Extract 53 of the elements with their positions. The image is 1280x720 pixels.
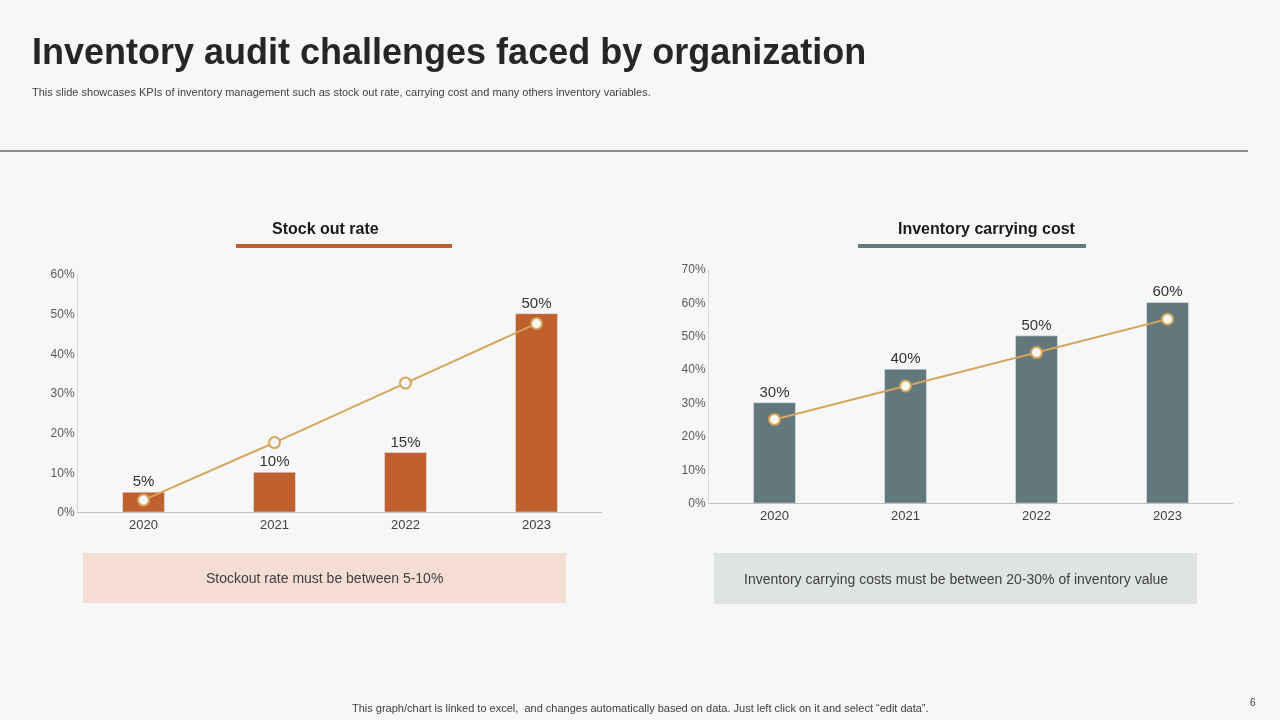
point <box>899 379 912 393</box>
point <box>268 436 281 450</box>
text: 6 <box>1250 697 1256 708</box>
point <box>399 376 412 390</box>
x-tick-label: 2020 <box>760 507 789 523</box>
point <box>768 412 781 426</box>
y-tick-label: 30% <box>681 395 706 410</box>
data-label: 30% <box>759 382 790 400</box>
text: This slide showcases KPIs of inventory management such as stock out rate, carrying cost and many others inventory variables. <box>32 86 651 98</box>
y-tick-label: 60% <box>50 267 75 282</box>
x-tick-label: 2021 <box>891 507 920 523</box>
x-tick-label: 2020 <box>129 516 158 532</box>
y-tick-label: 50% <box>681 329 706 344</box>
chart-title: Stock out rate <box>272 220 379 237</box>
text: This graph/chart is linked to excel, and changes automatically based on data. Just left click on it and select “edit data”. <box>352 702 929 714</box>
x-tick-label: 2022 <box>1022 507 1051 523</box>
x-tick-label: 2022 <box>391 516 420 532</box>
x-tick-label: 2023 <box>522 516 551 532</box>
data-label: 50% <box>521 293 552 311</box>
y-tick-label: 0% <box>57 505 75 520</box>
y-tick-label: 50% <box>50 306 75 321</box>
y-tick-label: 10% <box>50 465 75 480</box>
data-label: 10% <box>259 452 290 470</box>
y-tick-label: 10% <box>681 462 706 477</box>
y-tick-label: 0% <box>688 496 706 511</box>
text: Inventory carrying costs must be between 20-30% of inventory value <box>744 571 1169 587</box>
text: Inventory audit challenges faced by organization <box>32 31 867 72</box>
bar <box>1015 335 1058 503</box>
data-label: 5% <box>132 472 155 490</box>
data-label: 50% <box>1021 315 1052 333</box>
y-tick-label: 70% <box>681 262 706 277</box>
bar <box>515 313 558 512</box>
bar <box>1146 302 1189 503</box>
bar <box>884 369 927 503</box>
data-label: 60% <box>1152 282 1183 300</box>
data-label: 15% <box>390 432 421 450</box>
bar <box>384 452 427 512</box>
chart-title: Inventory carrying cost <box>898 220 1076 237</box>
y-tick-label: 20% <box>681 429 706 444</box>
y-tick-label: 40% <box>681 362 706 377</box>
point <box>530 317 543 331</box>
y-tick-label: 60% <box>681 295 706 310</box>
x-tick-label: 2023 <box>1153 507 1182 523</box>
data-label: 40% <box>890 349 921 367</box>
point <box>1161 312 1174 326</box>
y-tick-label: 40% <box>50 346 75 361</box>
x-tick-label: 2021 <box>260 516 289 532</box>
y-tick-label: 30% <box>50 386 75 401</box>
point <box>1030 346 1043 360</box>
bar <box>253 472 296 512</box>
text: Stockout rate must be between 5-10% <box>206 570 444 586</box>
bar <box>753 402 796 503</box>
y-tick-label: 20% <box>50 425 75 440</box>
